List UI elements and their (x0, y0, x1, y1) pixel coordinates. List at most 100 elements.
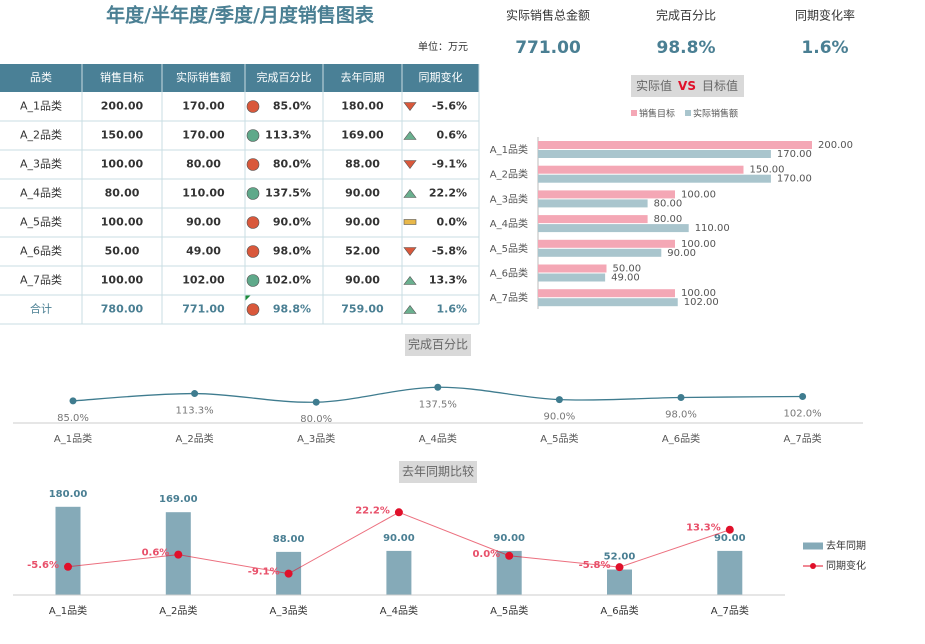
kpi-label: 实际销售总金额 (506, 8, 590, 23)
point (799, 392, 807, 400)
cell-text: A_7品类 (20, 273, 62, 287)
chart-title-bg (631, 75, 744, 97)
cell-text: 50.00 (105, 245, 140, 258)
point (555, 396, 563, 404)
trend-up (403, 276, 417, 285)
data-label: 90.0% (544, 412, 576, 423)
data-label: 80.00 (654, 214, 683, 225)
point (394, 508, 403, 517)
cell-text: 200.00 (101, 100, 144, 113)
point (434, 383, 442, 391)
cell-text: 100.00 (101, 216, 144, 229)
x-tick-label: A_6品类 (600, 604, 638, 617)
cell-text: 102.0% (265, 274, 311, 287)
cell-text: 98.0% (273, 245, 311, 258)
x-tick-label: A_3品类 (269, 604, 307, 617)
bar (386, 550, 412, 595)
kpi-value: 771.00 (515, 38, 581, 58)
trend-up (403, 305, 417, 314)
bar (538, 224, 689, 233)
data-label: 90.00 (493, 533, 525, 544)
kpi-value: 98.8% (657, 38, 716, 58)
status-dot (246, 129, 260, 142)
data-label: -5.8% (579, 560, 611, 571)
bar (538, 190, 675, 199)
data-label: 102.0% (784, 408, 822, 419)
point (191, 390, 199, 398)
bar (538, 141, 812, 149)
trend-down (403, 247, 417, 256)
data-label: 90.00 (714, 533, 746, 544)
cell-text: 52.00 (345, 245, 380, 258)
trend-up (403, 189, 417, 198)
cell-text: -5.6% (432, 100, 467, 113)
data-label: 80.0% (300, 414, 332, 425)
x-tick-label: A_7品类 (783, 432, 821, 445)
cell-text: 113.3% (265, 129, 311, 142)
data-label: 137.5% (419, 399, 457, 410)
y-tick-label: A_5品类 (490, 242, 528, 255)
cell-text: 102.00 (182, 274, 225, 287)
cell-text: 150.00 (101, 129, 144, 142)
data-label: 98.0% (665, 410, 697, 421)
bar (538, 239, 675, 248)
cell-text: 110.00 (182, 187, 225, 200)
cell-text: 180.00 (341, 100, 384, 113)
bar (538, 199, 648, 208)
data-label: 100.00 (681, 239, 716, 250)
bar (538, 264, 607, 273)
cell-text: 137.5% (265, 187, 311, 200)
bar (538, 174, 771, 183)
data-label: 80.00 (654, 198, 683, 209)
column-header: 品类 (30, 70, 52, 84)
point (677, 394, 685, 402)
x-tick-label: A_2品类 (159, 604, 197, 617)
title-part: 目标值 (702, 78, 738, 93)
trend-up (403, 131, 417, 140)
chart-title-bg (405, 334, 471, 356)
trend-flat (403, 219, 417, 225)
data-label: 0.0% (472, 549, 500, 560)
column-header: 销售目标 (100, 70, 144, 84)
cell-text: 90.00 (186, 216, 221, 229)
point (69, 397, 77, 405)
trend-down (403, 102, 417, 111)
bar (538, 298, 678, 307)
legend-swatch (685, 110, 692, 116)
cell-text: 0.0% (436, 216, 467, 229)
kpi-value: 1.6% (801, 38, 848, 58)
legend-swatch (631, 110, 637, 116)
x-tick-label: A_3品类 (297, 432, 335, 445)
legend-label: 销售目标 (639, 108, 675, 120)
y-tick-label: A_6品类 (490, 267, 528, 280)
data-label: 170.00 (777, 174, 812, 185)
cell-marker (245, 295, 251, 301)
cell-text: 771.00 (182, 303, 225, 316)
y-tick-label: A_3品类 (490, 192, 528, 205)
cell-text: 0.6% (436, 129, 467, 142)
chart-title: 实际值 VS 目标值 (636, 78, 738, 93)
cell-text: 90.00 (345, 274, 380, 287)
data-label: 180.00 (49, 489, 88, 500)
status-dot (246, 303, 260, 316)
data-label: 22.2% (355, 505, 390, 516)
cell-text: 22.2% (429, 187, 467, 200)
point (284, 569, 293, 578)
kpi-label: 同期变化率 (795, 8, 855, 23)
data-label: 100.00 (681, 288, 716, 299)
cell-text: A_3品类 (20, 157, 62, 171)
legend-swatch (810, 563, 816, 569)
table-header-bg (0, 64, 479, 92)
data-label: 49.00 (611, 273, 640, 284)
legend-label: 去年同期 (826, 539, 866, 552)
cell-text: 169.00 (341, 129, 384, 142)
y-tick-label: A_2品类 (490, 168, 528, 181)
kpi-label: 完成百分比 (656, 8, 716, 23)
data-label: 102.00 (684, 297, 719, 308)
data-label: 90.00 (667, 248, 696, 259)
y-tick-label: A_7品类 (490, 291, 528, 304)
cell-text: A_1品类 (20, 99, 62, 113)
point (64, 562, 72, 571)
point (615, 563, 624, 572)
